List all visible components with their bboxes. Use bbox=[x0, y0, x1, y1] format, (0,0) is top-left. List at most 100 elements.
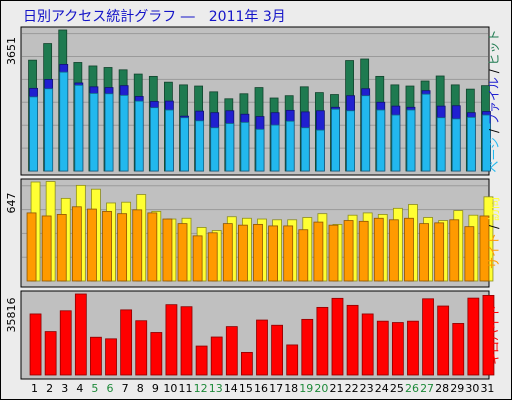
bar-kbytes-kbytes-10 bbox=[165, 304, 178, 376]
bar-visitors-sites-9 bbox=[147, 212, 158, 282]
side-label-part: ヒット bbox=[487, 29, 501, 65]
day-label-4: 4 bbox=[76, 382, 83, 395]
bar-kbytes-kbytes-19 bbox=[301, 318, 314, 376]
bar-traffic-pages-21 bbox=[331, 108, 340, 172]
bar-kbytes-kbytes-16 bbox=[256, 319, 268, 376]
day-label-2: 2 bbox=[46, 382, 53, 395]
day-label-27: 27 bbox=[420, 382, 434, 395]
bar-traffic-pages-31 bbox=[482, 114, 491, 172]
bar-kbytes-kbytes-25 bbox=[391, 322, 404, 376]
bar-traffic-pages-9 bbox=[149, 107, 159, 172]
bar-visitors-sites-15 bbox=[238, 224, 248, 282]
bar-kbytes-kbytes-4 bbox=[74, 293, 87, 376]
bar-visitors-sites-3 bbox=[56, 214, 67, 282]
day-label-26: 26 bbox=[405, 382, 419, 395]
day-label-31: 31 bbox=[480, 382, 494, 395]
day-label-14: 14 bbox=[224, 382, 238, 395]
day-label-21: 21 bbox=[329, 382, 343, 395]
bar-kbytes-kbytes-22 bbox=[346, 304, 359, 376]
bar-traffic-pages-7 bbox=[119, 94, 129, 172]
day-label-17: 17 bbox=[269, 382, 283, 395]
side-label-part: キロバイト bbox=[487, 305, 501, 365]
bar-visitors-sites-22 bbox=[343, 220, 354, 282]
bar-traffic-pages-19 bbox=[300, 127, 310, 172]
bar-traffic-pages-12 bbox=[195, 120, 205, 172]
bar-visitors-sites-11 bbox=[177, 223, 188, 282]
bar-visitors-sites-28 bbox=[434, 222, 445, 282]
bar-kbytes-kbytes-26 bbox=[407, 320, 419, 376]
day-label-7: 7 bbox=[122, 382, 129, 395]
day-label-18: 18 bbox=[284, 382, 298, 395]
bar-visitors-sites-21 bbox=[328, 224, 339, 282]
day-label-1: 1 bbox=[31, 382, 38, 395]
bar-traffic-pages-26 bbox=[406, 109, 416, 172]
bar-traffic-pages-24 bbox=[376, 109, 386, 172]
bar-kbytes-kbytes-18 bbox=[286, 344, 299, 376]
bar-traffic-pages-5 bbox=[89, 92, 99, 172]
bar-visitors-sites-29 bbox=[449, 219, 460, 282]
bar-visitors-sites-25 bbox=[388, 219, 399, 282]
bar-traffic-pages-13 bbox=[210, 127, 220, 172]
day-label-9: 9 bbox=[152, 382, 159, 395]
bar-traffic-pages-4 bbox=[74, 84, 84, 172]
bar-kbytes-kbytes-15 bbox=[241, 351, 253, 376]
bar-traffic-pages-1 bbox=[29, 96, 38, 172]
day-label-29: 29 bbox=[450, 382, 464, 395]
y-max-label-traffic: 3651 bbox=[5, 37, 18, 65]
bar-kbytes-kbytes-1 bbox=[29, 313, 42, 376]
side-label-kbytes: キロバイト bbox=[487, 305, 501, 365]
day-label-19: 19 bbox=[299, 382, 313, 395]
bar-traffic-pages-17 bbox=[270, 124, 280, 172]
day-label-15: 15 bbox=[239, 382, 253, 395]
bar-visitors-sites-31 bbox=[479, 215, 490, 282]
bar-traffic-pages-28 bbox=[436, 117, 446, 172]
bar-kbytes-kbytes-24 bbox=[376, 320, 389, 376]
bar-kbytes-kbytes-8 bbox=[135, 320, 148, 376]
bar-kbytes-kbytes-6 bbox=[105, 338, 117, 376]
bar-kbytes-kbytes-28 bbox=[437, 305, 450, 376]
bar-kbytes-kbytes-5 bbox=[90, 336, 102, 376]
bar-kbytes-kbytes-31 bbox=[482, 294, 495, 376]
bar-kbytes-kbytes-3 bbox=[59, 310, 72, 376]
bar-kbytes-kbytes-12 bbox=[195, 345, 208, 376]
day-label-11: 11 bbox=[179, 382, 193, 395]
bar-visitors-sites-2 bbox=[41, 215, 52, 282]
bar-traffic-pages-2 bbox=[44, 88, 54, 172]
bar-traffic-pages-16 bbox=[255, 128, 265, 172]
bar-visitors-sites-13 bbox=[207, 232, 218, 282]
day-label-22: 22 bbox=[345, 382, 359, 395]
bar-traffic-pages-27 bbox=[421, 93, 431, 172]
bar-visitors-sites-1 bbox=[26, 212, 37, 282]
bar-traffic-pages-25 bbox=[391, 114, 401, 172]
bar-visitors-sites-7 bbox=[117, 213, 128, 282]
side-label-part: / bbox=[487, 125, 501, 137]
bar-kbytes-kbytes-23 bbox=[361, 313, 374, 376]
bar-kbytes-kbytes-21 bbox=[331, 297, 344, 376]
bar-visitors-sites-6 bbox=[102, 210, 112, 282]
bar-visitors-sites-8 bbox=[132, 209, 143, 282]
bar-visitors-sites-26 bbox=[404, 217, 414, 282]
side-label-part: 訪問 bbox=[486, 197, 501, 221]
bar-visitors-sites-5 bbox=[87, 208, 97, 282]
bar-kbytes-kbytes-17 bbox=[271, 324, 283, 376]
bar-traffic-pages-10 bbox=[165, 109, 174, 172]
bar-visitors-sites-19 bbox=[298, 229, 309, 282]
day-label-6: 6 bbox=[107, 382, 114, 395]
bar-visitors-sites-30 bbox=[464, 226, 475, 282]
side-label-traffic: ページ / ファイル / ヒット bbox=[487, 29, 501, 172]
side-label-part: ファイル bbox=[487, 77, 501, 125]
day-label-28: 28 bbox=[435, 382, 449, 395]
bar-visitors-sites-27 bbox=[419, 223, 429, 282]
bar-visitors-sites-12 bbox=[192, 235, 203, 282]
bar-visitors-sites-18 bbox=[283, 225, 294, 282]
side-label-part: サイト bbox=[487, 233, 501, 269]
bar-kbytes-kbytes-29 bbox=[452, 323, 465, 376]
side-label-part: / bbox=[487, 221, 501, 233]
bar-traffic-pages-15 bbox=[240, 121, 250, 172]
bar-traffic-pages-18 bbox=[285, 120, 295, 172]
bar-kbytes-kbytes-7 bbox=[120, 309, 133, 376]
bar-traffic-pages-14 bbox=[225, 123, 235, 172]
bar-kbytes-kbytes-27 bbox=[422, 298, 434, 376]
